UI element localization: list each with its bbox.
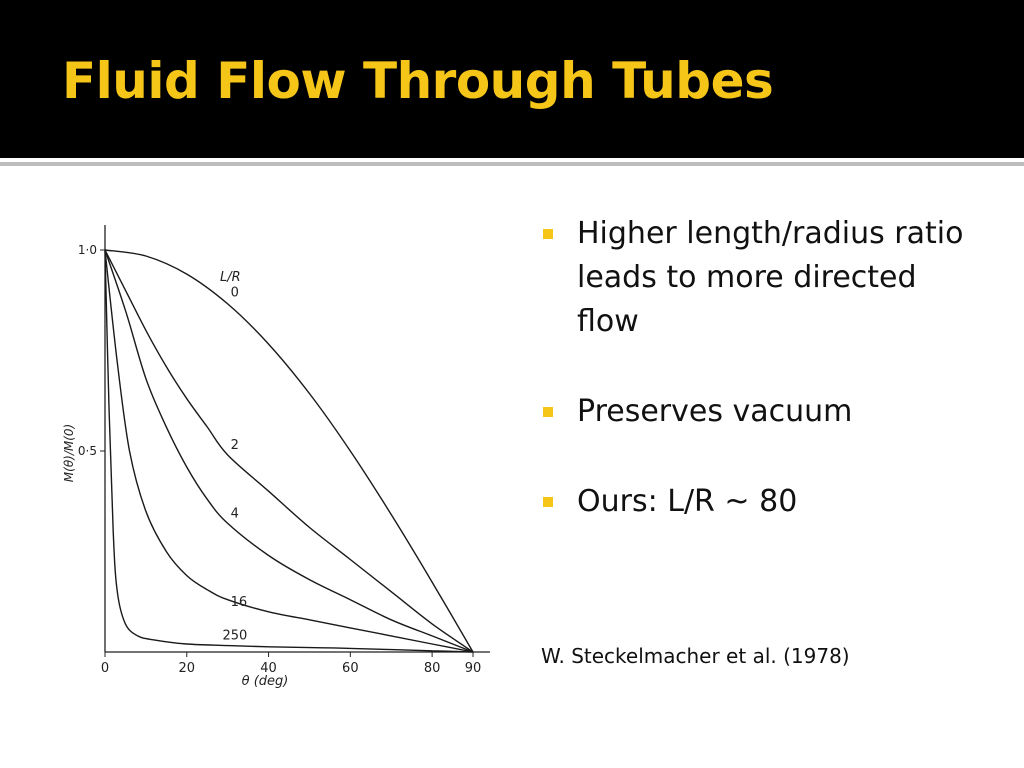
x-tick-group: 0 20 40 60 80 90 [101,652,481,676]
x-tick-label: 20 [179,661,196,676]
series-line-lr-0 [104,249,474,653]
x-tick-label: 40 [260,661,277,676]
x-tick-label: 90 [465,661,482,676]
square-bullet-icon [543,497,553,507]
series-label-lr-2: 2 [231,438,239,453]
x-axis-label: θ (deg) [242,674,289,689]
square-bullet-icon [543,407,553,417]
series-label-lr-16: 16 [231,595,248,610]
chart-axes [104,225,490,653]
series-label-lr-0: 0 [231,285,239,300]
bullet-list: Higher length/radius ratio leads to more… [540,212,980,570]
bullet-text: Preserves vacuum [577,394,853,429]
legend-title: L/R [220,270,241,285]
title-divider [0,162,1024,166]
bullet-item: Higher length/radius ratio leads to more… [540,212,980,344]
series-line-lr-16 [104,249,474,653]
bullet-text: Higher length/radius ratio leads to more… [577,216,964,339]
series-line-lr-250 [104,249,474,653]
y-tick-label: 0·5 [78,444,97,458]
square-bullet-icon [543,229,553,239]
series-line-lr-4 [104,249,474,653]
y-axis-label: M(θ)/M(0) [62,424,76,482]
y-tick-label: 1·0 [78,243,97,257]
x-tick-label: 0 [101,661,109,676]
series-line-lr-2 [104,249,474,653]
series-labels: 0 2 4 16 250 [222,285,247,643]
x-tick-label: 60 [342,661,359,676]
bullet-item: Ours: L/R ~ 80 [540,480,980,524]
series-lines [104,249,474,653]
citation: W. Steckelmacher et al. (1978) [541,644,850,668]
series-label-lr-250: 250 [222,629,247,644]
bullet-item: Preserves vacuum [540,390,980,434]
y-tick-group: 0·5 1·0 [78,243,105,458]
series-label-lr-4: 4 [231,506,239,521]
x-tick-label: 80 [424,661,441,676]
slide-title: Fluid Flow Through Tubes [62,52,774,110]
title-bar [0,0,1024,158]
bullet-text: Ours: L/R ~ 80 [577,484,798,519]
